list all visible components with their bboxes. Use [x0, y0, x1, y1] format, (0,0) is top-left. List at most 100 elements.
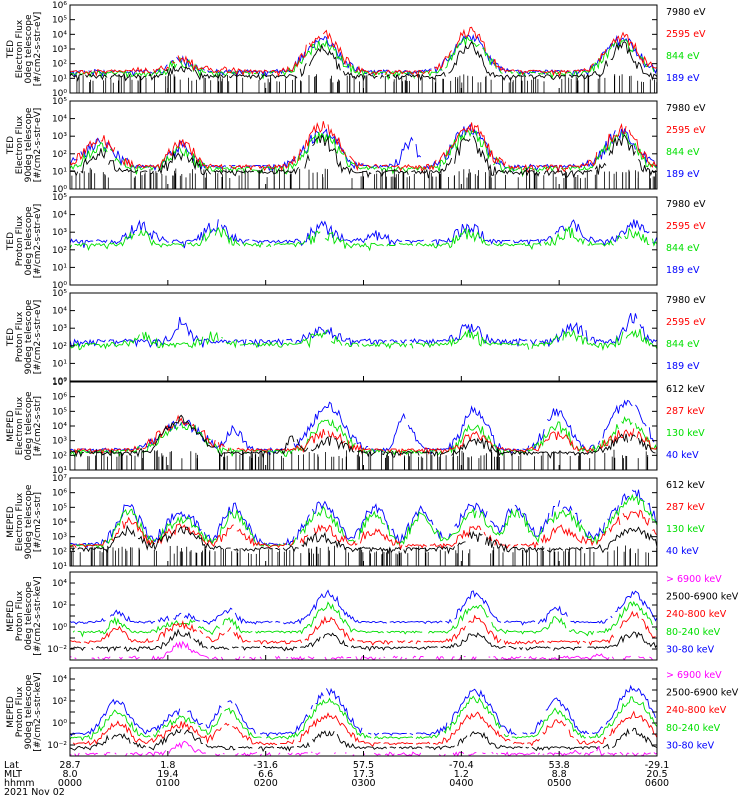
- y-axis-label-line: Electron Flux: [15, 19, 25, 78]
- y-axis-label-line: 90deg telescope: [24, 107, 34, 182]
- legend-entry: 189 eV: [666, 361, 700, 372]
- footer-tick-mlt: 8.0: [62, 769, 77, 780]
- y-tick-label: 10⁻²: [47, 741, 67, 751]
- series-trace-red: [69, 414, 658, 457]
- y-tick-label: 10⁴: [52, 307, 67, 317]
- y-axis-label: TED Proton Flux 90deg telescope [#/cm2-s-st…: [6, 299, 43, 374]
- series-trace-blue: [69, 34, 658, 78]
- footer-row-label: 2021 Nov 02: [4, 787, 65, 798]
- noise-floor-ticks: [76, 74, 658, 93]
- footer-tick-lat: -29.1: [645, 760, 670, 771]
- y-axis-label-line: TED: [6, 136, 16, 155]
- legend-entry: 40 keV: [666, 546, 699, 557]
- series-trace-blue: [69, 684, 656, 738]
- legend-entry: 7980 eV: [666, 199, 706, 210]
- panel-7: 10⁻² 10⁰ 10² 10⁴ MEPED Proton Flux 0deg telesc…: [6, 571, 739, 661]
- y-tick-label: 10⁶: [52, 1, 67, 11]
- y-tick-label: 10²: [52, 342, 67, 352]
- y-axis-label-line: [#/cm2-s-str-keV]: [33, 672, 43, 751]
- series-trace-black: [69, 628, 658, 653]
- y-tick-label: 10⁰: [52, 623, 67, 633]
- y-tick-label: 10⁴: [52, 518, 67, 528]
- y-tick-label: 10⁵: [52, 503, 67, 513]
- y-axis-label-line: 0deg telescope: [24, 14, 34, 84]
- panel-4: 10⁰ 10¹ 10² 10³ 10⁴ 10⁵ TED Proton Flux 90deg te…: [6, 289, 706, 387]
- y-axis-label-line: MEPED: [6, 696, 16, 728]
- y-tick-label: 10⁴: [52, 675, 67, 685]
- series-trace-green: [69, 695, 658, 742]
- y-tick-label: 10⁰: [52, 719, 67, 729]
- footer-tick-mlt: 17.3: [353, 769, 374, 780]
- footer-tick-mlt: 1.2: [454, 769, 469, 780]
- panel-frame: [69, 100, 658, 190]
- y-tick-label: 10²: [52, 150, 67, 160]
- legend-entry: > 6900 keV: [666, 574, 722, 585]
- y-axis-label-line: 0deg telescope: [24, 206, 34, 276]
- series-trace-red: [69, 121, 658, 174]
- series-trace-blue: [69, 312, 658, 348]
- legend-entry: 189 eV: [666, 169, 700, 180]
- y-tick-label: 10⁰: [52, 185, 67, 195]
- y-axis-label: MEPED Proton Flux 90deg telescope [#/cm2-s-…: [6, 672, 43, 751]
- panel-2: 10⁰ 10¹ 10² 10³ 10⁴ 10⁵ TED Electron Flux 90deg …: [6, 97, 706, 195]
- series-trace-red: [69, 509, 658, 551]
- y-tick-label: 10²: [52, 60, 67, 70]
- y-tick-label: 10⁶: [52, 489, 67, 499]
- series-trace-black: [69, 727, 658, 753]
- footer-tick-hhmm: 0300: [351, 778, 375, 789]
- y-tick-label: 10¹: [52, 359, 67, 369]
- legend-entry: 30-80 keV: [666, 644, 715, 655]
- y-tick-label: 10²: [52, 547, 67, 557]
- legend-entry: 612 keV: [666, 480, 705, 491]
- panel-6: 10¹ 10² 10³ 10⁴ 10⁵ 10⁶ 10⁷ MEPED Electron Flux 9…: [6, 474, 705, 572]
- footer-tick-mlt: 6.6: [258, 769, 273, 780]
- y-axis-label-line: 0deg telescope: [24, 391, 34, 461]
- y-tick-label: 10¹: [52, 562, 67, 572]
- y-axis-label-line: TED: [6, 232, 16, 251]
- y-axis-label: MEPED Electron Flux 0deg telescope [#/cm2-s…: [6, 391, 43, 461]
- legend-entry: 612 keV: [666, 384, 705, 395]
- legend-entry: 2500-6900 keV: [666, 688, 739, 699]
- y-tick-label: 10³: [52, 324, 67, 334]
- panel-1: 10⁰ 10¹ 10² 10³ 10⁴ 10⁵ 10⁶ TED Electron Flux 0de…: [6, 1, 706, 99]
- y-tick-label: 10¹: [52, 466, 67, 476]
- legend-entry: 2595 eV: [666, 29, 706, 40]
- y-axis-label-line: [#/cm2-s-str]: [33, 396, 43, 456]
- y-tick-label: 10⁰: [52, 281, 67, 291]
- y-axis-label-line: TED: [6, 328, 16, 347]
- y-tick-label: 10⁵: [52, 407, 67, 417]
- footer-tick-mlt: 20.5: [646, 769, 667, 780]
- y-tick-label: 10⁵: [52, 97, 67, 107]
- y-axis-label-line: [#/cm2-s-str]: [33, 492, 43, 552]
- y-tick-label: 10¹: [52, 167, 67, 177]
- y-axis-label-line: Electron Flux: [15, 115, 25, 174]
- series-trace-blue: [69, 219, 658, 249]
- series-trace-red: [69, 610, 656, 646]
- noise-floor-ticks: [74, 449, 658, 470]
- footer-tick-lat: 28.7: [59, 760, 80, 771]
- y-tick-label: 10⁰: [52, 377, 67, 387]
- legend-entry: 844 eV: [666, 147, 700, 158]
- legend-entry: 2500-6900 keV: [666, 592, 739, 603]
- series-trace-black: [69, 134, 658, 179]
- y-axis-label-line: [#/cm2-s-str-keV]: [33, 576, 43, 655]
- y-axis-label-line: 90deg telescope: [24, 299, 34, 374]
- footer-tick-mlt: 19.4: [157, 769, 178, 780]
- series-trace-blue: [69, 399, 655, 456]
- y-tick-label: 10⁴: [52, 30, 67, 40]
- y-tick-label: 10²: [52, 697, 67, 707]
- legend-entry: 7980 eV: [666, 103, 706, 114]
- footer-tick-hhmm: 0500: [547, 778, 571, 789]
- legend-entry: 844 eV: [666, 243, 700, 254]
- y-axis-label-line: TED: [6, 40, 16, 59]
- footer-row-label: Lat: [4, 760, 19, 771]
- y-tick-label: 10³: [52, 533, 67, 543]
- y-tick-label: 10⁵: [52, 16, 67, 26]
- footer-tick-lat: 57.5: [353, 760, 374, 771]
- legend-entry: 30-80 keV: [666, 740, 715, 751]
- y-axis-label-line: [#/cm2-s-str-eV]: [33, 300, 43, 375]
- series-trace-magenta: [69, 740, 658, 757]
- legend-entry: 287 keV: [666, 406, 705, 417]
- footer-tick-hhmm: 0100: [156, 778, 180, 789]
